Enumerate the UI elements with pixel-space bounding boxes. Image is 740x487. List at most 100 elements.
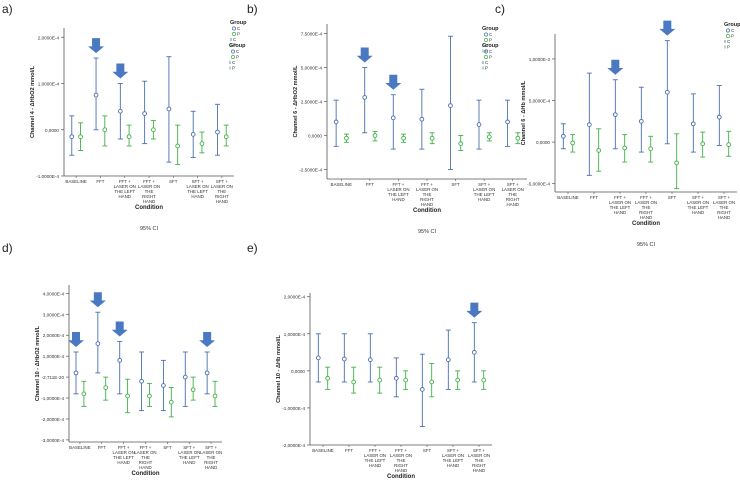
y-tick-label: 7,5000E-4 <box>301 32 323 37</box>
y-tick-label: 1,0000E-4 <box>43 354 65 359</box>
legend-label-C: C <box>485 43 489 48</box>
x-tick-label: SFT + LASER ON THE LEFT HAND <box>687 195 709 215</box>
mean-point-C <box>95 341 101 346</box>
mean-point-C <box>445 357 451 363</box>
mean-point-C <box>476 122 482 127</box>
mean-point-C <box>117 108 123 114</box>
mean-point-P <box>102 127 108 133</box>
y-axis-label: Channel 6 - ΔHbO2 mmol/L <box>293 65 299 138</box>
y-tick-label: -2,711E-20 <box>42 375 65 380</box>
legend-marker-C <box>484 32 488 37</box>
x-tick-label: FFT + LASER ON THE RIGHT HAND <box>134 445 156 470</box>
legend-label-P: P <box>237 32 240 37</box>
legend-title: Group <box>724 22 740 28</box>
legend-title: Group <box>482 26 499 32</box>
legend-marker-P <box>726 34 730 38</box>
mean-point-P <box>199 141 205 146</box>
panel-a: a) -1,0000E-4 0,0000 1,0000E-4 2,0000E-4 Chan… <box>2 2 234 232</box>
mean-point-P <box>401 135 406 141</box>
x-axis-label: Condition <box>632 221 660 227</box>
footnote-ci: 95% CI <box>637 242 656 248</box>
mean-point-C <box>586 122 592 127</box>
mean-point-P <box>147 393 152 399</box>
x-tick-label: FFT + LASER ON THE RIGHT HAND <box>635 195 657 220</box>
x-tick-label: FFT + LASER ON THE LEFT HAND <box>387 182 409 202</box>
highlight-arrow-icon <box>607 59 624 75</box>
panel-e: e) -2,0000E-4 -1,0000E-4 0,0000 1,0000E-4 2,0… <box>247 241 492 480</box>
legend-label-P: P <box>485 66 488 71</box>
panel-label: d) <box>2 241 13 255</box>
panel-label: c) <box>495 2 505 16</box>
panel-label: a) <box>2 2 13 16</box>
x-tick-label: SFT + LASER ON THE RIGHT HAND <box>713 195 735 220</box>
y-tick-label: 2,0000E-4 <box>284 295 306 300</box>
y-tick-label: 5,0000E-4 <box>301 66 323 71</box>
x-tick-label: BASELINE <box>312 448 334 453</box>
panel-d: d) -3,0000E-4 -2,0000E-4 -1,0000E-4 -2,711E-… <box>2 241 222 477</box>
mean-point-C <box>93 92 99 98</box>
y-tick-label: 2,0000E-4 <box>43 333 65 338</box>
mean-point-P <box>700 141 706 147</box>
mean-point-P <box>570 140 576 146</box>
mean-point-C <box>161 383 166 388</box>
legend-label-C: C <box>237 26 241 31</box>
mean-point-P <box>151 127 156 133</box>
x-tick-label: FFT <box>590 195 598 200</box>
mean-point-C <box>190 132 196 137</box>
legend-marker-C <box>232 26 236 31</box>
legend-label-P: P <box>489 55 492 60</box>
mean-point-P <box>481 377 487 383</box>
y-axis-label: Channel 10 - ΔHbO2 mmol/L <box>35 325 41 401</box>
legend-label-C: C <box>727 39 731 44</box>
mean-point-P <box>458 141 464 146</box>
mean-point-C <box>333 119 339 125</box>
y-tick-label: 2,5000E-4 <box>301 100 323 105</box>
mean-point-P <box>212 393 218 399</box>
legend-label-C: C <box>485 60 489 65</box>
mean-point-C <box>471 349 477 355</box>
mean-point-P <box>78 134 83 140</box>
mean-point-P <box>168 399 174 405</box>
x-tick-label: FFT + LASER ON THE RIGHT HAND <box>138 179 160 204</box>
panel-b: b) -2,5000E-4 0,0000 2,5000E-4 5,0000E-4 7,50… <box>247 2 527 235</box>
mean-point-P <box>455 377 461 383</box>
legend-label-C: C <box>731 28 735 33</box>
highlight-arrow-icon <box>89 292 106 308</box>
x-tick-label: SFT + LASER ON THE RIGHT HAND <box>200 445 222 470</box>
mean-point-C <box>664 89 670 95</box>
mean-point-C <box>117 358 123 363</box>
y-tick-label: 0,0000 <box>45 128 59 133</box>
mean-point-C <box>315 355 321 361</box>
mean-point-C <box>448 103 453 108</box>
x-tick-label: FFT <box>345 448 353 453</box>
y-axis-label: Channel 4 - ΔHbO2 mmol/L <box>30 65 36 138</box>
legend-title: Group <box>229 43 246 49</box>
y-tick-label: -2,0000E-4 <box>41 417 64 422</box>
x-tick-label: FFT <box>96 179 104 184</box>
x-tick-label: FFT + LASER ON THE RIGHT HAND <box>390 448 412 473</box>
mean-point-C <box>142 111 147 116</box>
mean-point-C <box>215 129 220 135</box>
x-axis-label: Condition <box>132 471 160 477</box>
mean-point-C <box>690 121 696 127</box>
legend-marker-P <box>232 32 236 36</box>
x-tick-label: SFT <box>451 182 460 187</box>
x-axis-label: Condition <box>413 208 441 214</box>
x-tick-label: BASELINE <box>69 445 91 450</box>
x-tick-label: BASELINE <box>557 195 579 200</box>
mean-point-P <box>429 379 435 385</box>
mean-point-P <box>377 377 383 383</box>
panel-label: b) <box>247 2 258 16</box>
mean-point-C <box>638 118 644 124</box>
legend-marker-P <box>484 38 488 42</box>
x-tick-label: SFT + LASER ON THE RIGHT HAND <box>468 448 490 473</box>
y-tick-label: 0,0000 <box>291 369 305 374</box>
mean-point-P <box>372 133 378 138</box>
y-tick-label: -1,0000E-4 <box>36 174 59 179</box>
mean-point-C <box>505 119 510 125</box>
legend-label-C: C <box>489 49 493 54</box>
y-tick-label: 0,0000 <box>308 133 322 138</box>
